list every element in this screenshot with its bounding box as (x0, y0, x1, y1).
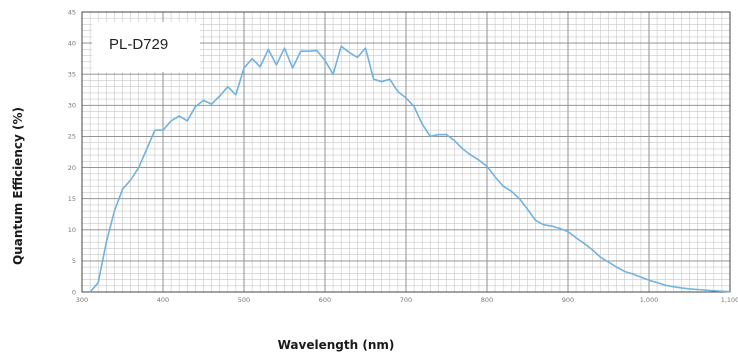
plot-border (81, 11, 731, 293)
x-tick-label: 500 (238, 296, 250, 304)
model-label: PL-D729 (109, 36, 168, 53)
y-tick-label: 5 (72, 257, 76, 265)
x-tick-labels: 300 400 500 600 700 800 900 1,000 1,100 (76, 296, 738, 304)
qe-series-line (89, 45, 731, 293)
x-tick-label: 900 (562, 296, 574, 304)
x-tick-label: 1,100 (721, 296, 738, 304)
y-tick-label: 20 (68, 164, 76, 172)
y-tick-label: 40 (68, 39, 76, 47)
x-tick-label: 600 (319, 296, 331, 304)
y-tick-label: 0 (72, 288, 76, 296)
x-tick-label: 400 (157, 296, 169, 304)
y-tick-label: 15 (68, 195, 76, 203)
y-tick-labels: 0 5 10 15 20 25 30 35 40 45 (68, 8, 76, 296)
x-tick-label: 700 (400, 296, 412, 304)
x-tick-label: 300 (76, 296, 88, 304)
y-tick-label: 25 (68, 133, 76, 141)
y-axis-title: Quantum Efficiency (%) (11, 107, 25, 265)
y-tick-label: 30 (68, 102, 76, 110)
y-tick-label: 45 (68, 8, 76, 16)
y-tick-label: 10 (68, 226, 76, 234)
x-axis-title: Wavelength (nm) (278, 338, 395, 352)
y-tick-label: 35 (68, 71, 76, 79)
x-tick-label: 800 (481, 296, 493, 304)
x-tick-label: 1,000 (640, 296, 659, 304)
model-label-box: PL-D729 (92, 22, 200, 72)
